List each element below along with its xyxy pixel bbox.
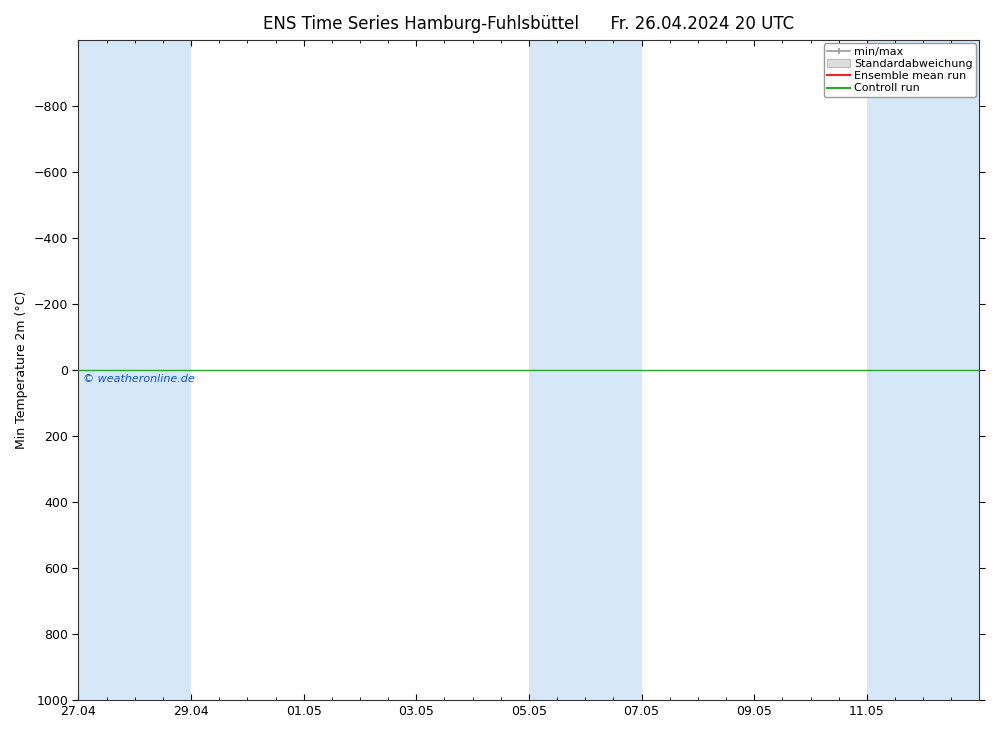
Text: © weatheronline.de: © weatheronline.de bbox=[83, 374, 195, 384]
Bar bbox=[78, 40, 191, 700]
Bar bbox=[529, 40, 642, 700]
Title: ENS Time Series Hamburg-Fuhlsbüttel      Fr. 26.04.2024 20 UTC: ENS Time Series Hamburg-Fuhlsbüttel Fr. … bbox=[263, 15, 795, 33]
Bar bbox=[867, 40, 979, 700]
Y-axis label: Min Temperature 2m (°C): Min Temperature 2m (°C) bbox=[15, 291, 28, 449]
Legend: min/max, Standardabweichung, Ensemble mean run, Controll run: min/max, Standardabweichung, Ensemble me… bbox=[824, 43, 976, 97]
